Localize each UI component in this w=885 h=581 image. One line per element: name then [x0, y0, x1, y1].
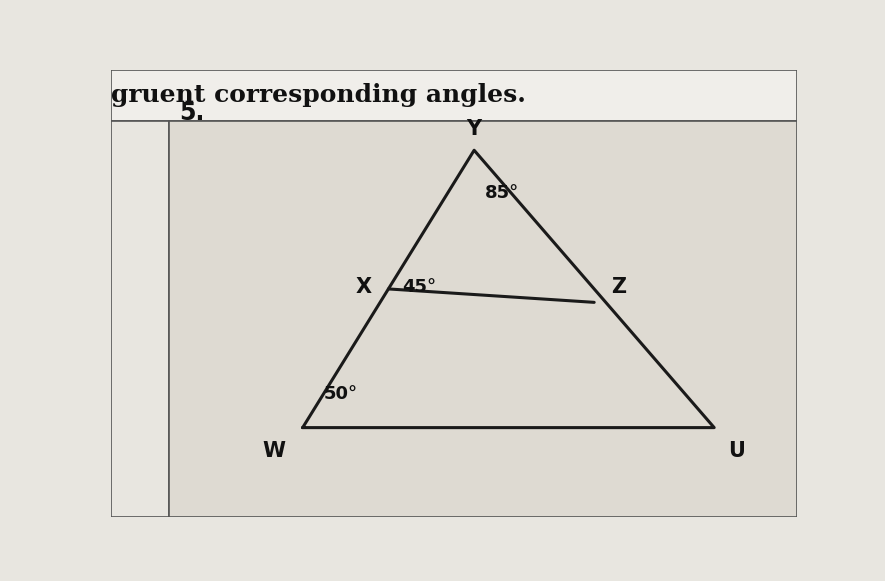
Text: U: U	[727, 441, 745, 461]
Text: 45°: 45°	[402, 278, 436, 296]
Text: gruent corresponding angles.: gruent corresponding angles.	[111, 84, 526, 107]
Text: 5.: 5.	[179, 101, 204, 125]
Bar	[169, 121, 796, 517]
Text: W: W	[263, 441, 286, 461]
Bar	[111, 70, 796, 121]
Text: X: X	[355, 277, 372, 297]
Text: Y: Y	[466, 119, 481, 139]
Text: Z: Z	[612, 277, 627, 297]
Text: 85°: 85°	[484, 184, 519, 202]
Text: 50°: 50°	[323, 385, 358, 403]
Bar	[111, 121, 169, 517]
